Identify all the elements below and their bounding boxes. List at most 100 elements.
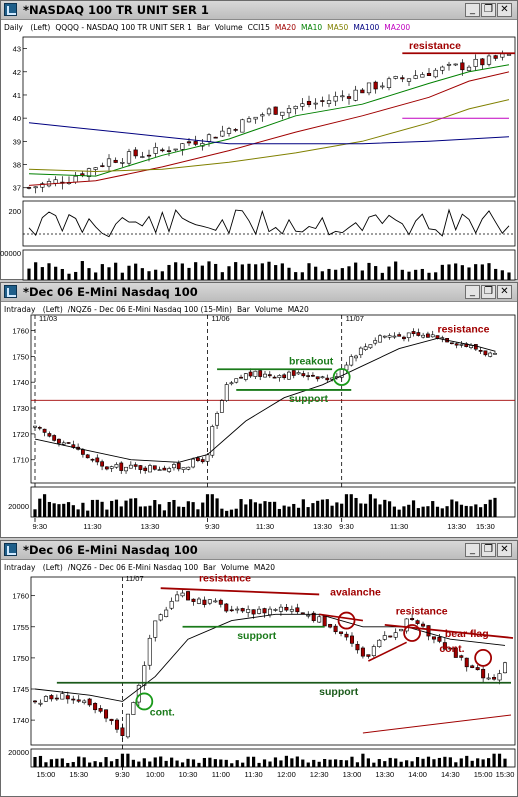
- restore-button[interactable]: ❐: [481, 3, 496, 17]
- candle-body: [169, 600, 174, 609]
- volume-bar: [107, 267, 111, 280]
- candle-body: [71, 698, 76, 701]
- volume-bar: [335, 502, 339, 517]
- close-button[interactable]: ✕: [497, 285, 512, 299]
- volume-bar: [71, 762, 75, 767]
- candle-body: [421, 334, 426, 338]
- volume-bar: [109, 761, 114, 767]
- minimize-button[interactable]: _: [465, 285, 480, 299]
- interval-label: Daily: [4, 23, 23, 32]
- close-button[interactable]: ✕: [497, 543, 512, 557]
- candle-body: [326, 100, 332, 104]
- moving-average-line: [28, 64, 510, 177]
- support-annotation: support: [319, 686, 359, 698]
- volume-bar: [80, 261, 84, 280]
- moving-average-line: [28, 99, 510, 173]
- candle-body: [293, 105, 298, 110]
- candle-body: [486, 55, 492, 65]
- volume-bar: [359, 503, 363, 517]
- volume-bar: [344, 494, 349, 517]
- candle-body: [61, 442, 66, 445]
- volume-bar: [33, 509, 37, 517]
- ma20-line: [34, 337, 496, 463]
- volume-bar: [114, 499, 119, 517]
- y-tick-label: 1755: [12, 623, 29, 632]
- x-tick-label: 11:30: [244, 770, 262, 779]
- candle-body: [90, 458, 95, 461]
- volume-bar: [400, 269, 404, 280]
- candle-body: [164, 609, 169, 617]
- minimize-button[interactable]: _: [465, 3, 480, 17]
- candle-body: [109, 718, 114, 722]
- close-button[interactable]: ✕: [497, 3, 512, 17]
- volume-bar: [90, 499, 95, 517]
- x-tick-label: 15:00: [37, 770, 56, 779]
- candle-body: [267, 374, 272, 377]
- volume-bar: [287, 506, 291, 517]
- restore-button[interactable]: ❐: [481, 285, 496, 299]
- volume-bar: [481, 759, 485, 767]
- candle-body: [410, 618, 415, 620]
- volume-bar: [487, 263, 491, 280]
- volume-bar: [448, 757, 452, 767]
- candle-body: [73, 175, 78, 183]
- chart-legend: Intraday (Left) /NQZ6 - Dec 06 E-Mini Nas…: [4, 305, 319, 314]
- candle-body: [229, 609, 234, 612]
- x-tick-label: 15:30: [476, 522, 495, 531]
- candle-body: [140, 156, 145, 158]
- volume-bar: [328, 759, 332, 767]
- candle-body: [300, 612, 305, 615]
- daily-chart-window: *NASDAQ 100 TR UNIT SER 1 _ ❐ ✕ Daily (L…: [0, 0, 518, 293]
- volume-bar: [361, 753, 365, 767]
- minimize-button[interactable]: _: [465, 543, 480, 557]
- volume-bar: [34, 262, 38, 280]
- candle-body: [26, 187, 32, 189]
- candle-body: [453, 63, 458, 66]
- y-tick-label: 41: [13, 91, 21, 100]
- volume-bar: [364, 503, 368, 517]
- candle-body: [373, 81, 378, 90]
- volume-bar: [333, 759, 338, 767]
- candle-body: [411, 331, 416, 335]
- title-bar: *Dec 06 E-Mini Nasdaq 100 _ ❐ ✕: [1, 541, 517, 560]
- resistance-line: [160, 587, 320, 596]
- candle-body: [267, 608, 272, 615]
- candle-body: [333, 625, 338, 633]
- volume-bar: [153, 757, 157, 767]
- volume-bar: [129, 498, 133, 517]
- volume-bar: [507, 272, 511, 280]
- volume-bar: [60, 268, 64, 280]
- volume-bar: [138, 506, 143, 517]
- volume-bar: [416, 508, 420, 517]
- volume-bar: [244, 504, 248, 517]
- y-tick-label: 1740: [12, 378, 29, 387]
- candle-body: [273, 609, 278, 611]
- candle-body: [54, 697, 59, 700]
- y-tick-label: 100000000: [0, 249, 21, 258]
- candle-body: [93, 703, 98, 711]
- volume-bar: [277, 508, 281, 517]
- volume-bar: [159, 756, 163, 767]
- volume-bar: [279, 760, 283, 767]
- volume-bar: [186, 758, 190, 767]
- candle-body: [262, 608, 267, 614]
- candle-body: [234, 378, 239, 383]
- volume-bar: [220, 508, 224, 517]
- y-tick-label: 1760: [12, 592, 29, 601]
- volume-bar: [292, 503, 296, 517]
- candle-body: [402, 336, 406, 340]
- candle-body: [366, 654, 371, 657]
- candle-body: [93, 167, 98, 170]
- legend-item: Volume: [254, 305, 283, 314]
- volume-bar: [437, 757, 442, 767]
- restore-button[interactable]: ❐: [481, 543, 496, 557]
- candle-body: [449, 342, 454, 345]
- candle-body: [60, 693, 65, 700]
- candle-body: [289, 609, 294, 612]
- candle-body: [65, 695, 70, 700]
- continuation-circle: [135, 692, 154, 711]
- candle-body: [301, 373, 306, 377]
- session-label: 11/07: [125, 574, 143, 583]
- volume-bar: [440, 508, 444, 517]
- candle-body: [109, 466, 114, 469]
